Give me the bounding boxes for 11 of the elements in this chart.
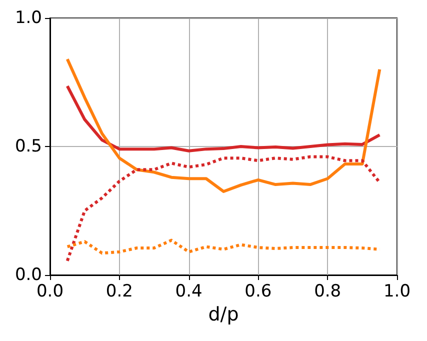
y-tick-label: 1.0: [14, 8, 42, 28]
x-tick-label: 0.8: [314, 282, 342, 302]
x-axis-title: d/p: [208, 304, 239, 326]
x-tick-label: 1.0: [383, 282, 411, 302]
x-tick-label: 0.2: [106, 282, 133, 302]
line-series: [66, 155, 382, 262]
line-series: [66, 58, 382, 193]
y-tick-label: 0.5: [14, 136, 42, 156]
line-series: [66, 84, 382, 152]
x-tick-label: 0.6: [244, 282, 272, 302]
x-tick-label: 0.4: [175, 282, 202, 302]
